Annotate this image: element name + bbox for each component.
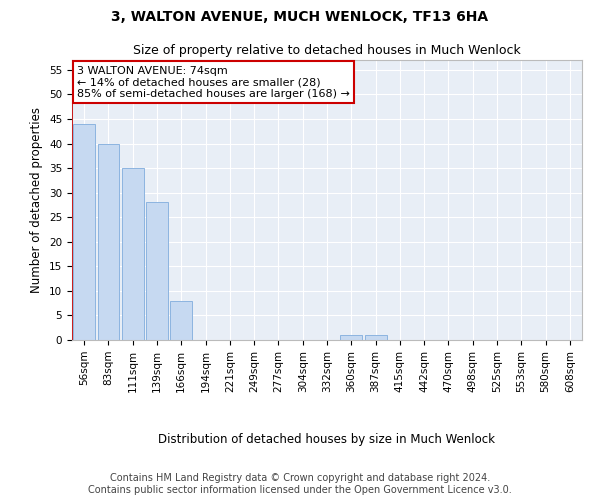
Bar [97, 144, 119, 340]
Text: Distribution of detached houses by size in Much Wenlock: Distribution of detached houses by size … [158, 434, 496, 446]
Bar [122, 168, 143, 340]
Bar [170, 300, 192, 340]
Title: Size of property relative to detached houses in Much Wenlock: Size of property relative to detached ho… [133, 44, 521, 58]
Y-axis label: Number of detached properties: Number of detached properties [31, 107, 43, 293]
Bar [146, 202, 168, 340]
Text: 3, WALTON AVENUE, MUCH WENLOCK, TF13 6HA: 3, WALTON AVENUE, MUCH WENLOCK, TF13 6HA [112, 10, 488, 24]
Text: Contains HM Land Registry data © Crown copyright and database right 2024.
Contai: Contains HM Land Registry data © Crown c… [88, 474, 512, 495]
Bar [73, 124, 95, 340]
Bar [365, 335, 386, 340]
Bar [340, 335, 362, 340]
Text: 3 WALTON AVENUE: 74sqm
← 14% of detached houses are smaller (28)
85% of semi-det: 3 WALTON AVENUE: 74sqm ← 14% of detached… [77, 66, 350, 99]
